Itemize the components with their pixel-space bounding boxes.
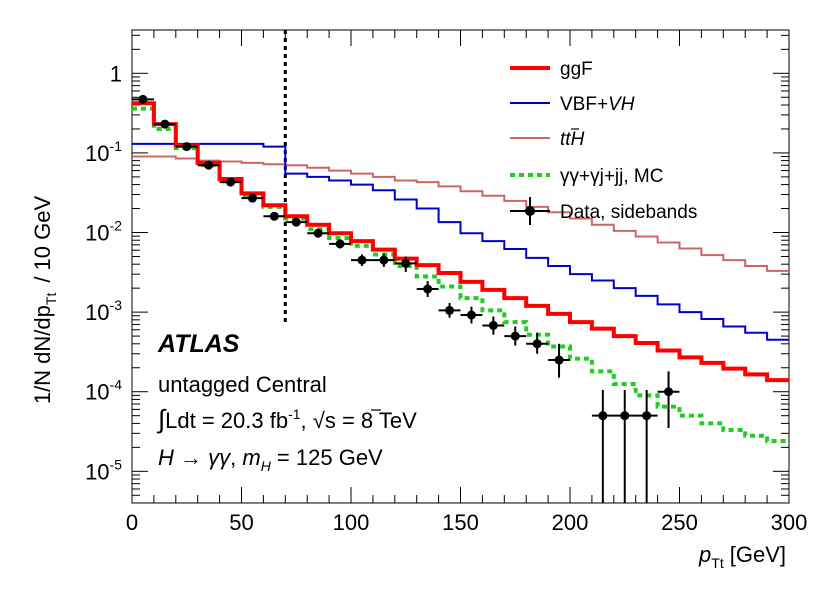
legend-label-bkg: γγ+γj+jj, MC xyxy=(560,166,663,187)
data-point-marker xyxy=(291,217,301,227)
hist-vbfvh xyxy=(132,142,789,341)
category-label: untagged Central xyxy=(158,372,327,397)
x-tick-label: 200 xyxy=(552,510,589,535)
x-tick-label: 150 xyxy=(442,510,479,535)
data-point xyxy=(438,303,461,318)
legend-swatch-data-marker xyxy=(525,206,535,216)
data-point-marker xyxy=(510,331,520,341)
legend-label-ggf: ggF xyxy=(560,59,593,80)
hist-jjjmc xyxy=(132,106,789,444)
data-point-marker xyxy=(182,142,192,152)
data-point xyxy=(241,193,264,203)
data-point xyxy=(307,228,330,238)
legend-label-data: Data, sidebands xyxy=(560,202,697,223)
data-point xyxy=(526,332,549,354)
y-tick-label: 10-4 xyxy=(85,377,122,405)
data-point xyxy=(219,177,242,187)
data-point xyxy=(613,390,636,503)
data-point-marker xyxy=(138,94,148,104)
legend: ggF VBF+VH ttH γγ+γj+jj, MC Data, sideba… xyxy=(510,59,697,225)
data-point xyxy=(548,343,570,378)
data-point-marker xyxy=(466,310,476,320)
x-tick-label: 50 xyxy=(229,510,253,535)
x-tick-label: 250 xyxy=(661,510,698,535)
data-point-marker xyxy=(247,193,257,203)
data-point-marker xyxy=(357,255,367,265)
data-point-marker xyxy=(598,411,608,421)
x-tick-label: 100 xyxy=(333,510,370,535)
data-point-marker xyxy=(313,228,323,238)
histograms xyxy=(132,101,789,444)
data-point-marker xyxy=(664,387,674,397)
data-point-marker xyxy=(642,411,652,421)
data-point-marker xyxy=(226,177,236,187)
integral-sign: ∫ xyxy=(156,404,167,434)
data-point xyxy=(394,256,417,272)
data-point-marker xyxy=(379,255,389,265)
legend-label-vbf: VBF+VH xyxy=(560,94,635,115)
y-tick-label: 10-3 xyxy=(85,297,122,325)
data-point-marker xyxy=(204,160,214,170)
data-point xyxy=(285,217,308,227)
data-point xyxy=(482,316,505,335)
y-axis-title: 1/N dN/dpTt/ 10 GeV xyxy=(30,196,59,405)
data-point-marker xyxy=(532,339,542,349)
data-point xyxy=(416,281,439,297)
data-point-marker xyxy=(445,305,455,315)
data-point xyxy=(372,253,395,267)
y-tick-label: 10-5 xyxy=(85,456,122,484)
data-point xyxy=(460,306,483,324)
data-point xyxy=(657,371,680,429)
x-tick-label: 300 xyxy=(771,510,808,535)
data-point xyxy=(504,326,527,346)
decay-label: H → γγ, mH = 125 GeV xyxy=(158,445,383,474)
data-point-marker xyxy=(488,320,498,330)
data-point-marker xyxy=(269,211,279,221)
annotations: ATLAS untagged Central ∫Ldt = 20.3 fb-1,… xyxy=(156,330,417,474)
sqrt-sign: √ xyxy=(313,408,326,433)
data-point-marker xyxy=(554,355,564,365)
atlas-label: ATLAS xyxy=(157,330,240,358)
data-point-marker xyxy=(423,284,433,294)
data-point xyxy=(197,160,220,170)
data-point xyxy=(175,142,198,152)
x-tick-label: 0 xyxy=(126,510,138,535)
lumi-label: ∫Ldt = 20.3 fb-1, √s = 8 TeV xyxy=(156,404,417,434)
data-point-marker xyxy=(401,258,411,268)
data-point-marker xyxy=(620,411,630,421)
axis-ticks xyxy=(131,30,790,504)
y-tick-label: 10-2 xyxy=(85,218,122,246)
data-point xyxy=(153,119,176,129)
data-point xyxy=(635,390,658,503)
y-tick-label: 10-1 xyxy=(85,138,122,166)
data-point-marker xyxy=(160,119,170,129)
data-points xyxy=(132,94,680,503)
data-point-marker xyxy=(335,239,345,249)
data-point xyxy=(329,239,351,249)
x-axis-title: pTt [GeV] xyxy=(698,542,786,571)
hist-tth xyxy=(132,155,789,272)
x-tick-labels: 0 50 100 150 200 250 300 xyxy=(126,510,807,535)
data-point xyxy=(591,390,614,503)
data-point xyxy=(132,94,154,104)
data-point xyxy=(351,254,373,266)
hist-ggf xyxy=(132,101,789,383)
data-point xyxy=(263,211,286,221)
y-tick-label: 1 xyxy=(110,61,122,86)
legend-label-tth: ttH xyxy=(560,129,585,150)
y-tick-labels: 10-5 10-4 10-3 10-2 10-1 1 xyxy=(85,61,122,484)
